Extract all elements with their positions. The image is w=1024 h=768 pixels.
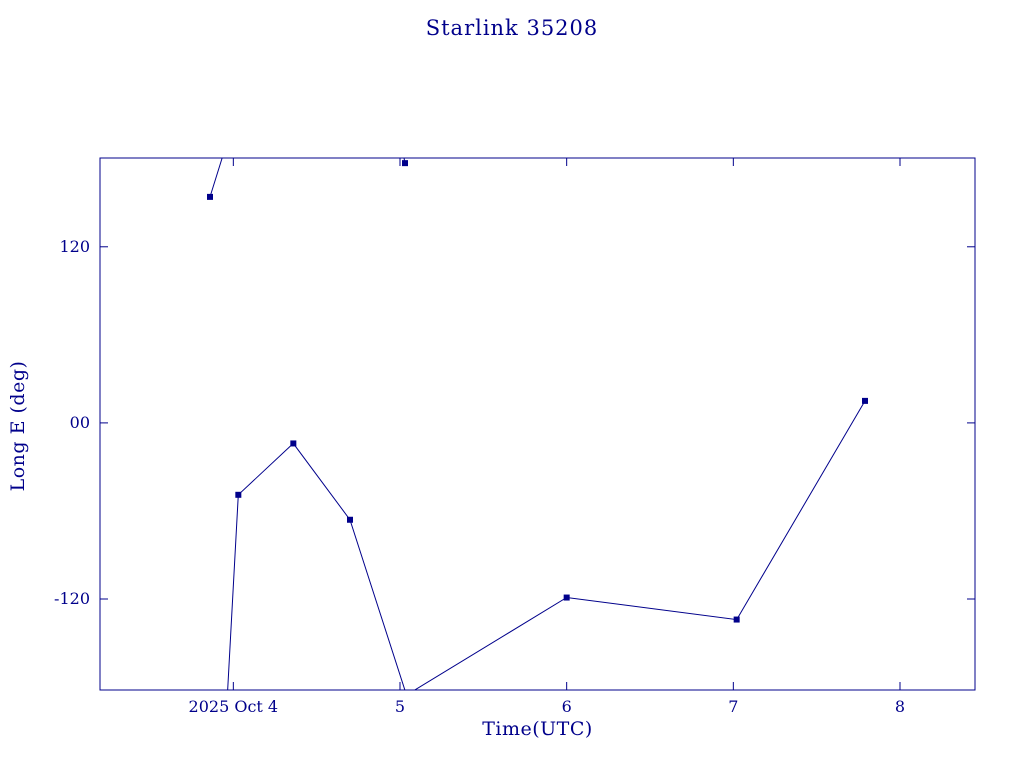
data-point-marker	[207, 193, 213, 200]
data-point-marker	[347, 516, 353, 523]
data-line	[227, 442, 406, 690]
data-point-marker	[733, 616, 740, 623]
x-tick-label: 7	[728, 697, 738, 716]
axis-box	[99, 157, 976, 691]
y-tick-label: 00	[70, 413, 90, 432]
data-point-marker	[290, 440, 297, 447]
y-tick-label: -120	[54, 589, 90, 608]
x-tick-label: 8	[895, 697, 905, 716]
x-tick-label: 2025 Oct 4	[189, 697, 279, 716]
chart-title: Starlink 35208	[425, 16, 599, 40]
data-point-marker	[862, 397, 868, 404]
data-line	[413, 400, 866, 690]
data-line	[209, 158, 223, 198]
x-tick-label: 5	[395, 697, 405, 716]
x-tick-label: 6	[562, 697, 572, 716]
data-point-marker	[402, 160, 408, 167]
x-axis-label: Time(UTC)	[482, 718, 593, 740]
y-tick-label: 120	[59, 237, 90, 256]
data-point-marker	[563, 594, 570, 601]
data-point-marker	[235, 491, 242, 498]
